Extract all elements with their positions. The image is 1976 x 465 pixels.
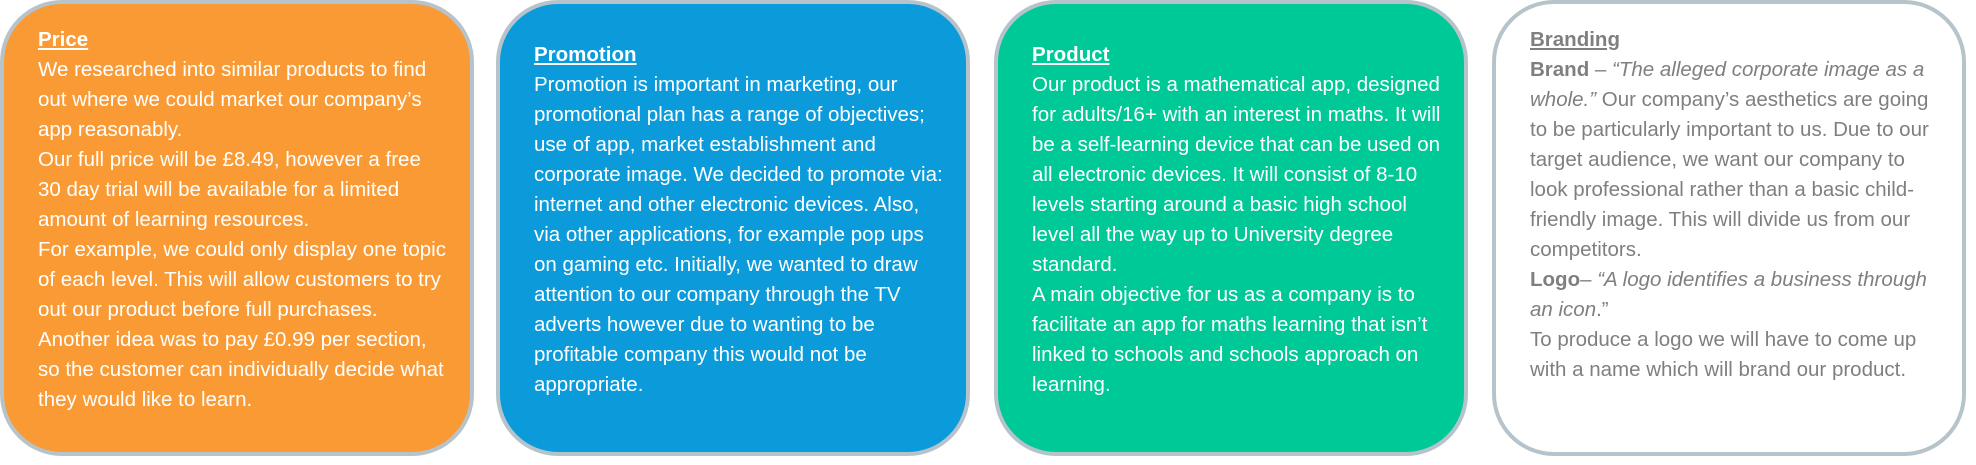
promotion-card: Promotion Promotion is important in mark… [496,0,970,456]
product-title: Product [1032,43,1110,66]
brand-paragraph: Brand – “The alleged corporate image as … [1530,55,1940,265]
logo-text: To produce a logo we will have to come u… [1530,328,1917,381]
brand-dash: – [1589,58,1613,81]
price-title: Price [38,28,89,51]
price-paragraph-3: For example, we could only display one t… [38,238,446,411]
logo-quote-end: .” [1596,298,1609,321]
price-paragraph-2: Our full price will be £8.49, however a … [38,148,421,231]
logo-label: Logo [1530,268,1581,291]
promotion-paragraph-1: Promotion is important in marketing, our… [534,73,943,396]
promotion-title: Promotion [534,43,637,66]
brand-label: Brand [1530,58,1590,81]
branding-title: Branding [1530,28,1620,51]
brand-quote: “The alleged corporate image as a whole.… [1530,58,1925,111]
price-paragraph-1: We researched into similar products to f… [38,58,427,141]
logo-dash: – [1580,268,1598,291]
product-paragraph-1: Our product is a mathematical app, desig… [1032,73,1441,276]
product-card: Product Our product is a mathematical ap… [994,0,1468,456]
product-paragraph-2: A main objective for us as a company is … [1032,283,1428,396]
branding-card: Branding Brand – “The alleged corporate … [1492,0,1966,456]
brand-text: Our company’s aesthetics are going to be… [1530,88,1929,261]
price-card: Price We researched into similar product… [0,0,474,456]
logo-quote: “A logo identifies a business through an… [1530,268,1927,321]
logo-paragraph: Logo– “A logo identifies a business thro… [1530,265,1940,325]
